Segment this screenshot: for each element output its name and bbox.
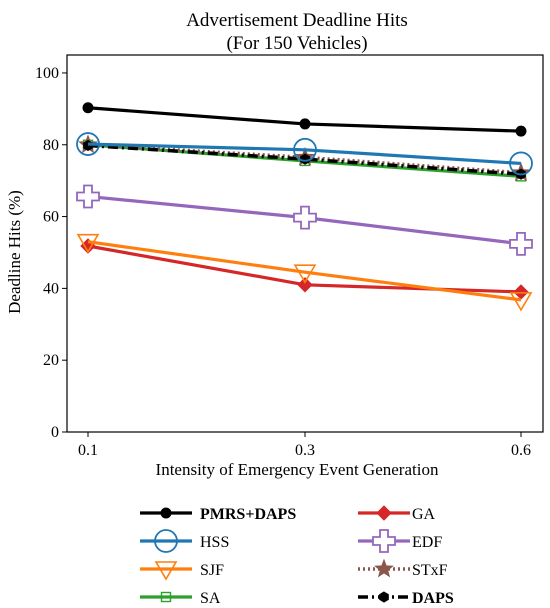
data-point-edf-shape	[509, 231, 533, 256]
data-point-edf	[293, 205, 317, 230]
data-point-ga	[513, 284, 529, 300]
legend-item-daps: DAPS	[358, 590, 454, 607]
x-tick-label: 0.6	[511, 442, 531, 459]
y-tick-label: 0	[51, 424, 59, 441]
legend-item-hss: HSS	[140, 529, 229, 553]
x-tick-label: 0.3	[295, 442, 315, 459]
data-point-ga	[297, 277, 313, 293]
legend-marker-sa-shape	[160, 591, 172, 603]
legend-marker-sa	[160, 591, 172, 603]
legend-marker-hss	[154, 529, 178, 553]
data-point-hss	[509, 151, 533, 176]
data-point-sjf	[76, 233, 100, 254]
data-point-pmrs-daps-shape	[299, 118, 311, 130]
data-point-sjf	[509, 292, 533, 312]
legend-item-pmrs-daps: PMRS+DAPS	[140, 506, 296, 523]
series-pmrs-daps	[82, 102, 527, 137]
data-point-hss	[76, 132, 100, 156]
legend-label-sa: SA	[200, 590, 221, 607]
legend-label-edf: EDF	[412, 534, 442, 551]
data-point-hss	[293, 137, 317, 162]
series-lines	[76, 102, 533, 312]
legend-label-hss: HSS	[200, 534, 229, 551]
data-point-pmrs-daps	[82, 102, 94, 114]
data-point-pmrs-daps	[299, 118, 311, 130]
series-line-sjf	[87, 240, 522, 302]
legend-marker-sjf-shape	[154, 561, 178, 581]
legend-label-sjf: SJF	[200, 562, 224, 579]
series-hss	[76, 132, 533, 176]
legend-marker-daps-shape	[379, 591, 389, 603]
axes: 0 20 40 60 80 100 0.1 0.3 0.6	[35, 54, 544, 459]
data-point-edf-shape	[76, 184, 100, 209]
y-tick-label: 80	[43, 137, 59, 154]
data-point-edf	[76, 184, 100, 209]
series-line-hss	[87, 142, 522, 166]
legend-item-ga: GA	[358, 505, 436, 523]
y-tick-label: 20	[43, 352, 59, 369]
legend-marker-stxf-shape	[374, 558, 394, 578]
legend-marker-edf	[372, 529, 396, 553]
legend-marker-sjf	[154, 561, 178, 581]
legend-item-edf: EDF	[358, 529, 442, 553]
data-point-pmrs-daps-shape	[515, 125, 527, 137]
legend-label-stxf: STxF	[412, 562, 448, 579]
series-sjf	[76, 233, 533, 312]
data-point-ga-shape	[513, 284, 529, 300]
legend-item-sa: SA	[140, 590, 221, 607]
x-tick-label: 0.1	[78, 442, 98, 459]
data-point-pmrs-daps	[515, 125, 527, 137]
legend-marker-stxf	[374, 558, 394, 578]
y-axis-label: Deadline Hits (%)	[5, 190, 24, 314]
legend-marker-ga	[376, 505, 392, 521]
data-point-hss-shape	[76, 132, 100, 156]
data-point-sjf-shape	[509, 292, 533, 312]
legend-marker-daps	[379, 591, 389, 603]
legend-label-ga: GA	[412, 506, 436, 523]
legend-item-stxf: STxF	[358, 558, 448, 579]
data-point-sjf-shape	[293, 264, 317, 284]
series-line-daps	[87, 143, 522, 176]
legend-label-daps: DAPS	[412, 590, 454, 607]
data-point-edf	[509, 231, 533, 256]
data-point-ga-shape	[297, 277, 313, 293]
chart-title: Advertisement Deadline Hits	[186, 10, 408, 31]
y-tick-label: 60	[43, 209, 59, 226]
chart-subtitle: (For 150 Vehicles)	[226, 33, 367, 54]
data-point-edf-shape	[293, 205, 317, 230]
legend-marker-hss-shape	[154, 529, 178, 553]
data-point-hss-shape	[293, 137, 317, 162]
legend: PMRS+DAPS HSS SJF SA GA EDF STxF DAPS	[140, 505, 454, 607]
legend-label-pmrs-daps: PMRS+DAPS	[200, 506, 296, 523]
series-edf	[76, 184, 533, 256]
data-point-daps	[300, 153, 310, 165]
y-tick-label: 100	[35, 65, 59, 82]
legend-marker-pmrs-daps-shape	[160, 507, 172, 519]
x-axis-label: Intensity of Emergency Event Generation	[156, 460, 439, 479]
series-ga	[80, 238, 529, 300]
data-point-pmrs-daps-shape	[82, 102, 94, 114]
data-point-daps-shape	[300, 153, 310, 165]
data-point-hss-shape	[509, 151, 533, 176]
legend-marker-edf-shape	[372, 529, 396, 553]
legend-marker-pmrs-daps	[160, 507, 172, 519]
data-point-sjf-shape	[76, 233, 100, 254]
y-tick-label: 40	[43, 280, 59, 297]
legend-item-sjf: SJF	[140, 561, 224, 581]
legend-marker-ga-shape	[376, 505, 392, 521]
data-point-sjf	[293, 264, 317, 284]
